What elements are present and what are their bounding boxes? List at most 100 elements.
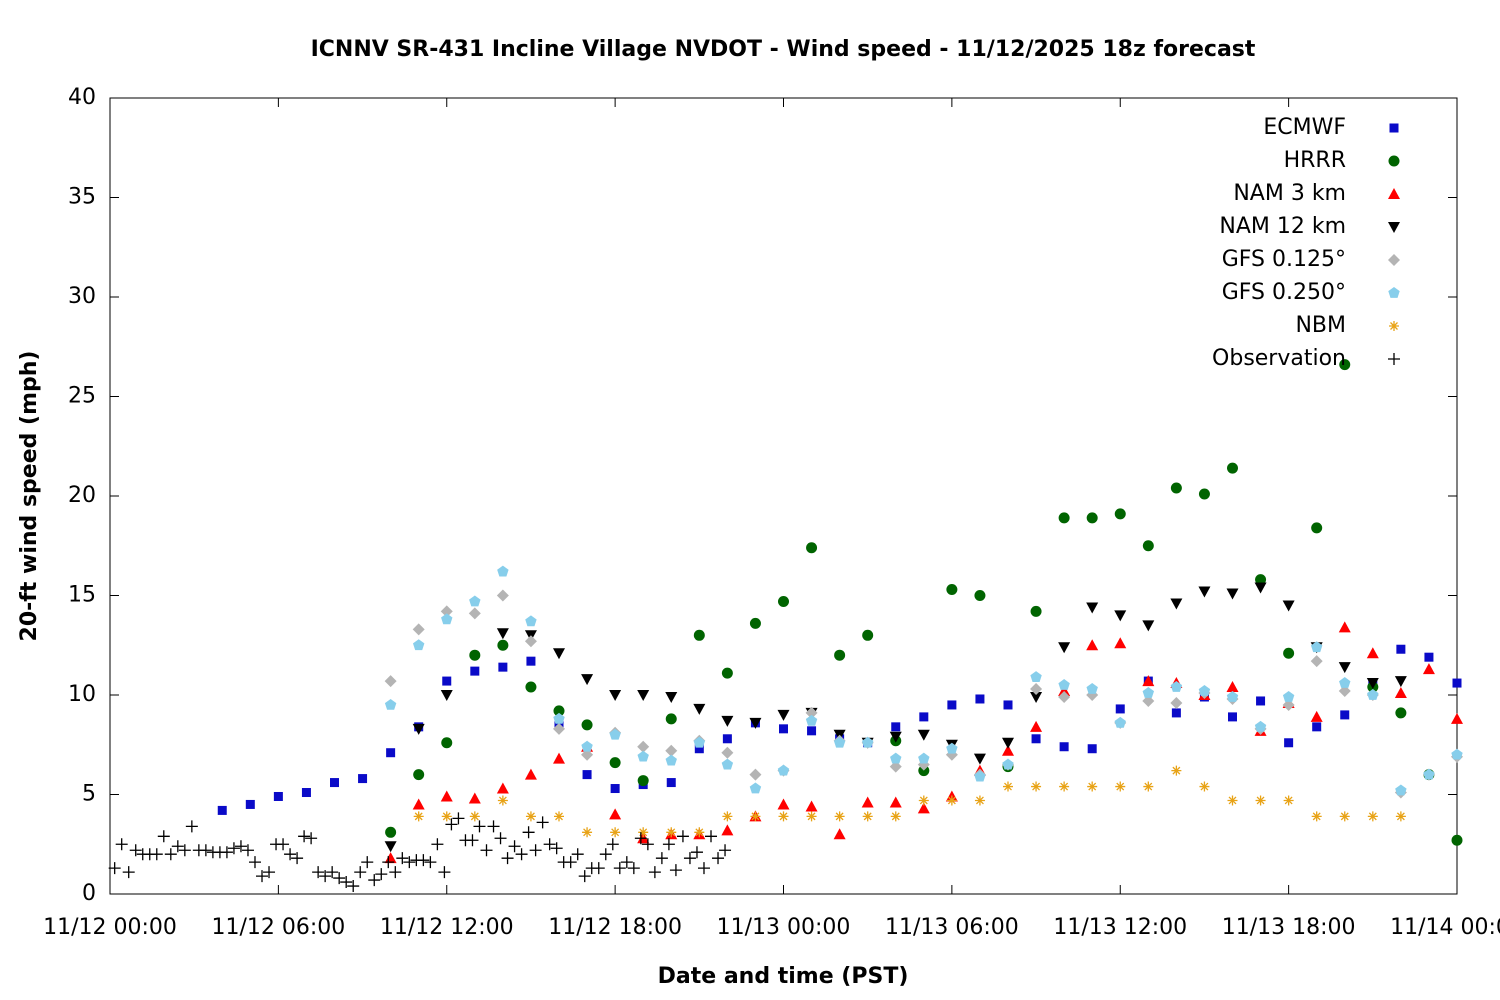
point	[1226, 588, 1239, 600]
point	[199, 844, 212, 857]
point	[217, 805, 227, 815]
point	[496, 782, 509, 794]
point	[1254, 720, 1267, 732]
point	[1339, 677, 1351, 688]
point	[620, 856, 633, 869]
legend-marker	[1388, 222, 1400, 233]
point	[412, 623, 425, 636]
point	[1114, 610, 1127, 622]
x-tick-label: 11/12 12:00	[380, 915, 514, 940]
point	[946, 742, 958, 754]
point	[805, 800, 818, 812]
point	[806, 811, 817, 822]
point	[526, 656, 536, 666]
point	[1030, 671, 1042, 682]
point	[749, 617, 761, 629]
point	[284, 848, 297, 861]
point	[386, 748, 396, 758]
point	[1058, 512, 1070, 524]
point	[382, 856, 395, 869]
point	[669, 864, 682, 877]
point	[1395, 811, 1406, 822]
point	[1282, 600, 1295, 612]
point	[917, 802, 930, 814]
point	[777, 798, 790, 810]
point	[368, 874, 381, 887]
point	[1282, 690, 1295, 702]
point	[524, 768, 537, 780]
y-tick-label: 25	[68, 384, 96, 409]
point	[1003, 700, 1013, 710]
point	[947, 700, 957, 710]
point	[1031, 781, 1042, 792]
point	[440, 790, 453, 802]
point	[441, 737, 453, 749]
point	[721, 715, 734, 727]
legend-marker	[1389, 321, 1399, 331]
point	[1030, 720, 1043, 732]
point	[361, 856, 374, 869]
point	[1367, 811, 1378, 822]
point	[946, 795, 957, 806]
point	[599, 848, 612, 861]
point	[1142, 675, 1155, 687]
point	[666, 827, 677, 838]
point	[440, 605, 453, 618]
point	[469, 649, 481, 661]
x-axis-label: Date and time (PST)	[658, 964, 909, 989]
point	[637, 740, 650, 753]
point	[108, 862, 121, 875]
point	[946, 584, 958, 596]
point	[1283, 795, 1294, 806]
point	[384, 852, 397, 864]
point	[1452, 678, 1462, 688]
point	[1394, 687, 1407, 699]
point	[525, 811, 536, 822]
point	[301, 788, 311, 798]
point	[721, 746, 734, 759]
point	[705, 830, 718, 843]
point	[890, 811, 901, 822]
point	[609, 728, 621, 740]
point	[403, 856, 416, 869]
point	[833, 828, 846, 840]
point	[469, 811, 480, 822]
point	[384, 698, 397, 710]
point	[1171, 708, 1181, 718]
point	[721, 758, 734, 770]
point	[610, 784, 620, 794]
point	[150, 848, 163, 861]
y-tick-label: 20	[68, 483, 96, 508]
point	[778, 595, 789, 607]
point	[722, 734, 732, 744]
point	[919, 712, 929, 722]
point	[1170, 482, 1182, 494]
point	[171, 840, 184, 853]
point	[164, 848, 177, 861]
y-axis-label: 20-ft wind speed (mph)	[17, 351, 42, 642]
legend-marker	[1389, 123, 1399, 133]
point	[582, 770, 592, 780]
point	[613, 862, 626, 875]
point	[693, 736, 706, 748]
point	[890, 752, 902, 764]
point	[637, 690, 650, 701]
point	[1226, 681, 1239, 693]
legend-marker	[1388, 155, 1400, 167]
point	[553, 722, 565, 735]
point	[918, 795, 929, 806]
point	[1199, 781, 1210, 792]
point	[1058, 690, 1071, 703]
point	[676, 830, 689, 843]
point	[805, 714, 818, 726]
point	[1226, 690, 1239, 702]
point	[637, 775, 649, 787]
point	[582, 827, 593, 838]
point	[974, 795, 985, 806]
point	[1003, 781, 1013, 792]
point	[1170, 681, 1183, 692]
point	[550, 842, 563, 855]
point	[1282, 698, 1295, 711]
point	[1366, 678, 1379, 690]
point	[1227, 795, 1238, 806]
